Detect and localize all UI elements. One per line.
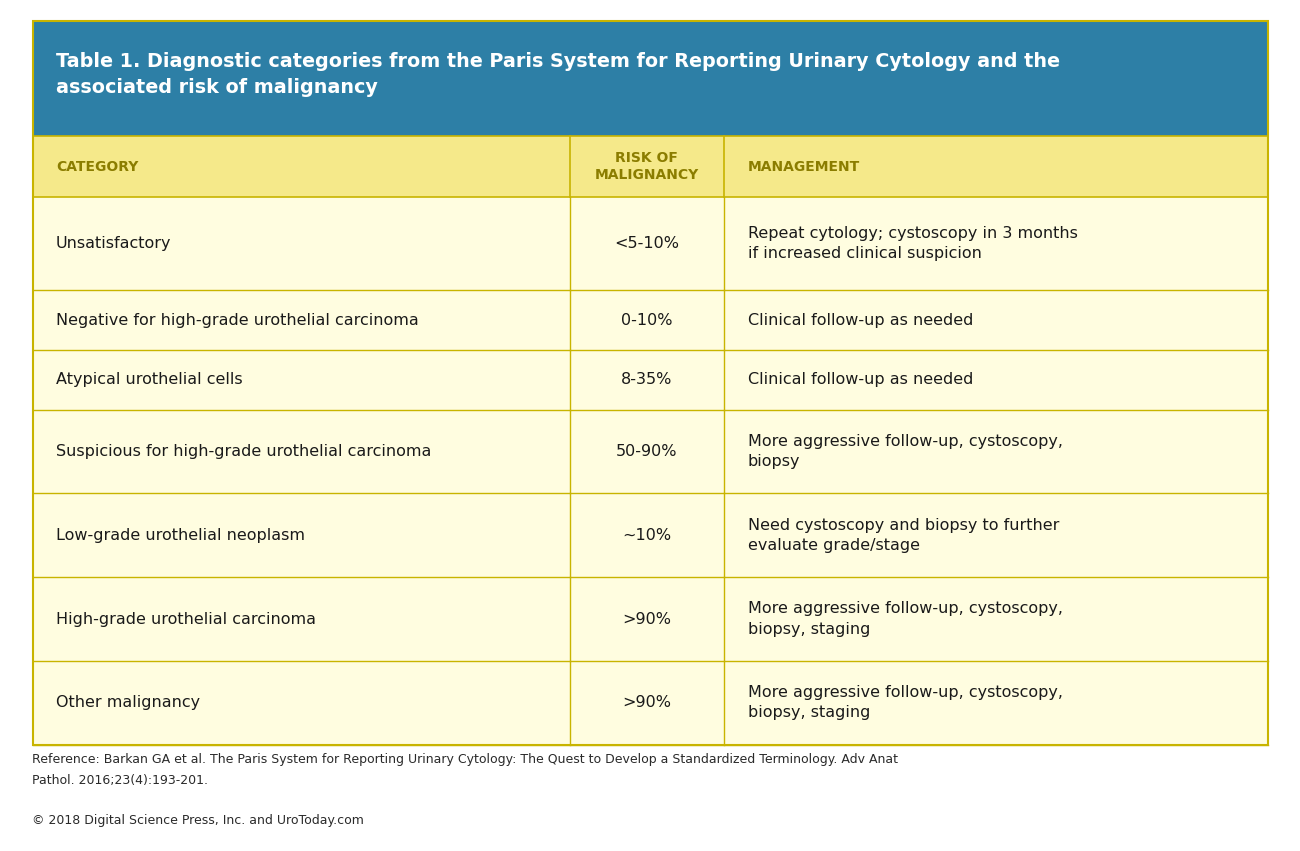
Text: 8-35%: 8-35% [621,373,672,387]
Text: More aggressive follow-up, cystoscopy,
biopsy, staging: More aggressive follow-up, cystoscopy, b… [747,685,1062,721]
Text: Suspicious for high-grade urothelial carcinoma: Suspicious for high-grade urothelial car… [56,444,432,459]
Text: © 2018 Digital Science Press, Inc. and UroToday.com: © 2018 Digital Science Press, Inc. and U… [32,814,364,827]
Text: Table 1. Diagnostic categories from the Paris System for Reporting Urinary Cytol: Table 1. Diagnostic categories from the … [56,52,1060,97]
Text: CATEGORY: CATEGORY [56,160,138,174]
Text: 0-10%: 0-10% [621,312,672,328]
Text: MANAGEMENT: MANAGEMENT [747,160,859,174]
Text: Need cystoscopy and biopsy to further
evaluate grade/stage: Need cystoscopy and biopsy to further ev… [747,517,1060,553]
Text: Other malignancy: Other malignancy [56,695,200,711]
Text: Clinical follow-up as needed: Clinical follow-up as needed [747,312,972,328]
Text: >90%: >90% [623,695,671,711]
Text: High-grade urothelial carcinoma: High-grade urothelial carcinoma [56,612,316,626]
Text: Repeat cytology; cystoscopy in 3 months
if increased clinical suspicion: Repeat cytology; cystoscopy in 3 months … [747,226,1078,261]
Text: RISK OF
MALIGNANCY: RISK OF MALIGNANCY [595,151,699,182]
Text: 50-90%: 50-90% [616,444,677,459]
Text: Clinical follow-up as needed: Clinical follow-up as needed [747,373,972,387]
Text: ~10%: ~10% [623,528,672,543]
Text: Pathol. 2016;23(4):193-201.: Pathol. 2016;23(4):193-201. [32,774,208,786]
Text: More aggressive follow-up, cystoscopy,
biopsy: More aggressive follow-up, cystoscopy, b… [747,434,1062,469]
Text: Atypical urothelial cells: Atypical urothelial cells [56,373,243,387]
Text: Negative for high-grade urothelial carcinoma: Negative for high-grade urothelial carci… [56,312,419,328]
Text: >90%: >90% [623,612,671,626]
Text: More aggressive follow-up, cystoscopy,
biopsy, staging: More aggressive follow-up, cystoscopy, b… [747,602,1062,637]
Text: Unsatisfactory: Unsatisfactory [56,237,172,251]
Text: Low-grade urothelial neoplasm: Low-grade urothelial neoplasm [56,528,306,543]
Text: <5-10%: <5-10% [615,237,680,251]
Text: Reference: Barkan GA et al. The Paris System for Reporting Urinary Cytology: The: Reference: Barkan GA et al. The Paris Sy… [32,753,898,766]
